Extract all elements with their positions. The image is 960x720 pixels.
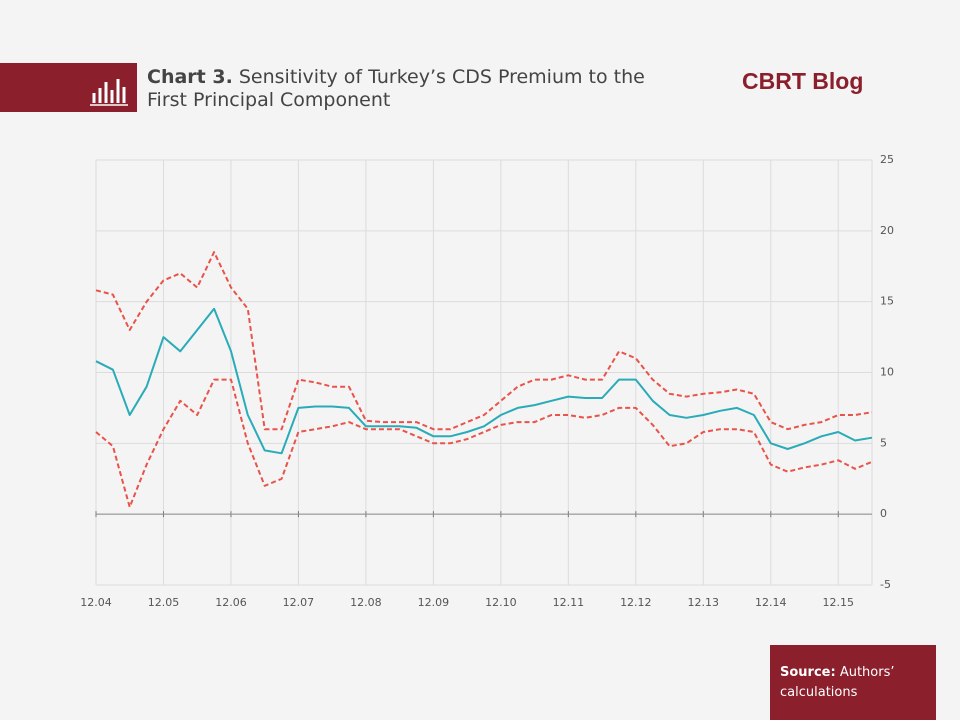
chart-label: Chart 3. bbox=[147, 66, 233, 88]
y-tick-label: 15 bbox=[880, 295, 894, 308]
y-tick-label: -5 bbox=[880, 578, 891, 591]
x-tick-label: 12.05 bbox=[148, 596, 180, 609]
y-tick-label: 20 bbox=[880, 224, 894, 237]
chart: 12.04 12.05 12.06 12.07 12.08 12.09 12.10 12.11… bbox=[80, 153, 894, 609]
y-tick-label: 25 bbox=[880, 153, 894, 166]
header-band bbox=[0, 63, 137, 112]
x-tick-label: 12.09 bbox=[418, 596, 450, 609]
source-label: Source: bbox=[780, 665, 836, 680]
source-box: Source: Authors’ calculations bbox=[770, 645, 936, 720]
y-tick-label: 5 bbox=[880, 436, 887, 449]
x-tick-label: 12.15 bbox=[823, 596, 855, 609]
x-tick-label: 12.06 bbox=[215, 596, 247, 609]
brand: CBRT Blog bbox=[742, 68, 864, 94]
x-tick-label: 12.08 bbox=[350, 596, 382, 609]
source-text: Authors’ calculations bbox=[780, 665, 895, 700]
y-tick-label: 10 bbox=[880, 366, 894, 379]
chart-title: Chart 3. Sensitivity of Turkey’s CDS Pre… bbox=[147, 66, 677, 112]
series-line bbox=[95, 307, 873, 455]
series-line bbox=[95, 251, 873, 431]
chart-title-text: Sensitivity of Turkey’s CDS Premium to t… bbox=[147, 66, 645, 111]
x-tick-label: 12.04 bbox=[80, 596, 112, 609]
x-tick-label: 12.13 bbox=[688, 596, 720, 609]
icon bbox=[90, 79, 128, 106]
x-tick-label: 12.11 bbox=[553, 596, 585, 609]
x-tick-label: 12.14 bbox=[755, 596, 787, 609]
series-line bbox=[95, 378, 873, 509]
x-tick-label: 12.10 bbox=[485, 596, 517, 609]
y-tick-label: 0 bbox=[880, 507, 887, 520]
x-tick-label: 12.07 bbox=[283, 596, 315, 609]
x-tick-label: 12.12 bbox=[620, 596, 652, 609]
